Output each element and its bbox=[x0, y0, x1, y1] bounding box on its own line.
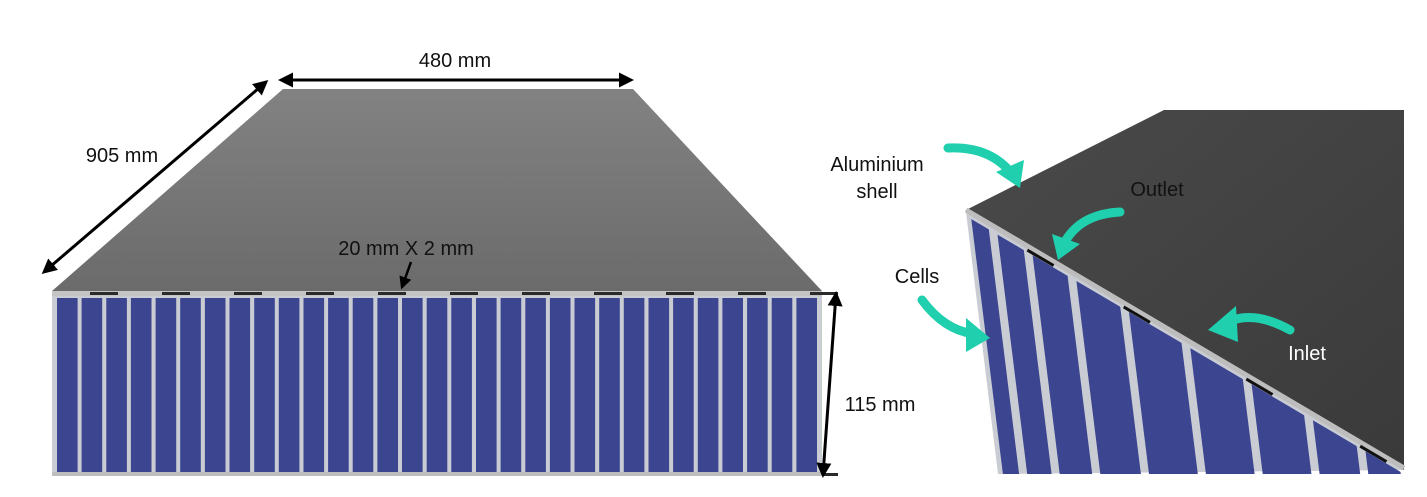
cell bbox=[426, 298, 448, 472]
cells-callout-arrow bbox=[917, 295, 990, 352]
cell bbox=[747, 298, 768, 472]
channel-slot bbox=[1026, 248, 1055, 267]
cell bbox=[57, 298, 78, 472]
channel-size-label: 20 mm X 2 mm bbox=[338, 238, 474, 260]
cell bbox=[771, 298, 793, 472]
length-dimension-label: 905 mm bbox=[86, 145, 158, 167]
inlet-label: Inlet bbox=[1288, 343, 1326, 365]
length-dimension-arrow bbox=[41, 80, 269, 274]
cell bbox=[971, 219, 1020, 474]
cell bbox=[229, 298, 251, 472]
channel-slot bbox=[1245, 377, 1274, 396]
cell-group-left bbox=[57, 298, 817, 472]
outlet-label: Outlet bbox=[1130, 179, 1184, 201]
cell bbox=[328, 298, 349, 472]
cell bbox=[1312, 420, 1361, 474]
channel-pointer-arrow bbox=[399, 261, 413, 290]
channel-slots-closeup bbox=[1026, 248, 1388, 463]
cell bbox=[574, 298, 596, 472]
cell bbox=[352, 298, 374, 472]
cell bbox=[155, 298, 177, 472]
cell bbox=[1128, 312, 1198, 474]
channel-slot bbox=[90, 292, 118, 295]
aluminium-shell-label-line2: shell bbox=[856, 181, 897, 203]
cell bbox=[500, 298, 522, 472]
closeup-top-surface bbox=[966, 110, 1404, 470]
channel-slot bbox=[450, 292, 478, 295]
cell bbox=[402, 298, 423, 472]
cell bbox=[476, 298, 497, 472]
channel-slot bbox=[162, 292, 190, 295]
cell bbox=[1365, 451, 1401, 474]
channel-slot bbox=[378, 292, 406, 295]
channel-slot bbox=[1359, 444, 1388, 463]
cell bbox=[180, 298, 201, 472]
height-dimension-label: 115 mm bbox=[845, 394, 916, 416]
channel-slot bbox=[234, 292, 262, 295]
cell bbox=[623, 298, 645, 472]
channel-slot bbox=[522, 292, 550, 295]
cell bbox=[722, 298, 743, 472]
cell bbox=[1190, 348, 1255, 474]
pack-top-surface bbox=[52, 89, 822, 291]
left-battery-pack bbox=[52, 89, 838, 476]
cell bbox=[204, 298, 226, 472]
cell bbox=[278, 298, 300, 472]
cell bbox=[697, 298, 719, 472]
cell bbox=[303, 298, 325, 472]
channel-slot bbox=[1122, 305, 1151, 324]
cell bbox=[648, 298, 670, 472]
shell-callout-arrow bbox=[943, 143, 1024, 188]
width-dimension-label: 480 mm bbox=[419, 50, 491, 72]
inlet-callout-arrow bbox=[1208, 306, 1295, 342]
cell bbox=[130, 298, 152, 472]
right-battery-closeup bbox=[964, 110, 1406, 474]
cells-label: Cells bbox=[895, 266, 939, 288]
cell bbox=[254, 298, 275, 472]
cell bbox=[81, 298, 103, 472]
channel-slot bbox=[810, 292, 838, 295]
aluminium-shell-label-line1: Aluminium bbox=[830, 154, 923, 176]
cell bbox=[1076, 281, 1141, 474]
channel-slot bbox=[594, 292, 622, 295]
cell bbox=[106, 298, 127, 472]
outlet-callout-arrow bbox=[1052, 207, 1125, 260]
cell bbox=[997, 234, 1052, 474]
cell bbox=[549, 298, 571, 472]
aluminium-shell-edge bbox=[964, 207, 1406, 471]
height-dimension-arrow bbox=[816, 291, 843, 478]
cell bbox=[1251, 384, 1312, 474]
cell bbox=[673, 298, 694, 472]
channel-slot bbox=[306, 292, 334, 295]
cell bbox=[599, 298, 620, 472]
cell bbox=[377, 298, 398, 472]
pack-bottom-rim bbox=[52, 472, 822, 476]
cell bbox=[525, 298, 546, 472]
cell-group-right bbox=[971, 219, 1401, 474]
cell bbox=[796, 298, 817, 472]
cell bbox=[451, 298, 472, 472]
channel-slot bbox=[738, 292, 766, 295]
cell bbox=[1032, 255, 1093, 474]
channel-slot bbox=[666, 292, 694, 295]
